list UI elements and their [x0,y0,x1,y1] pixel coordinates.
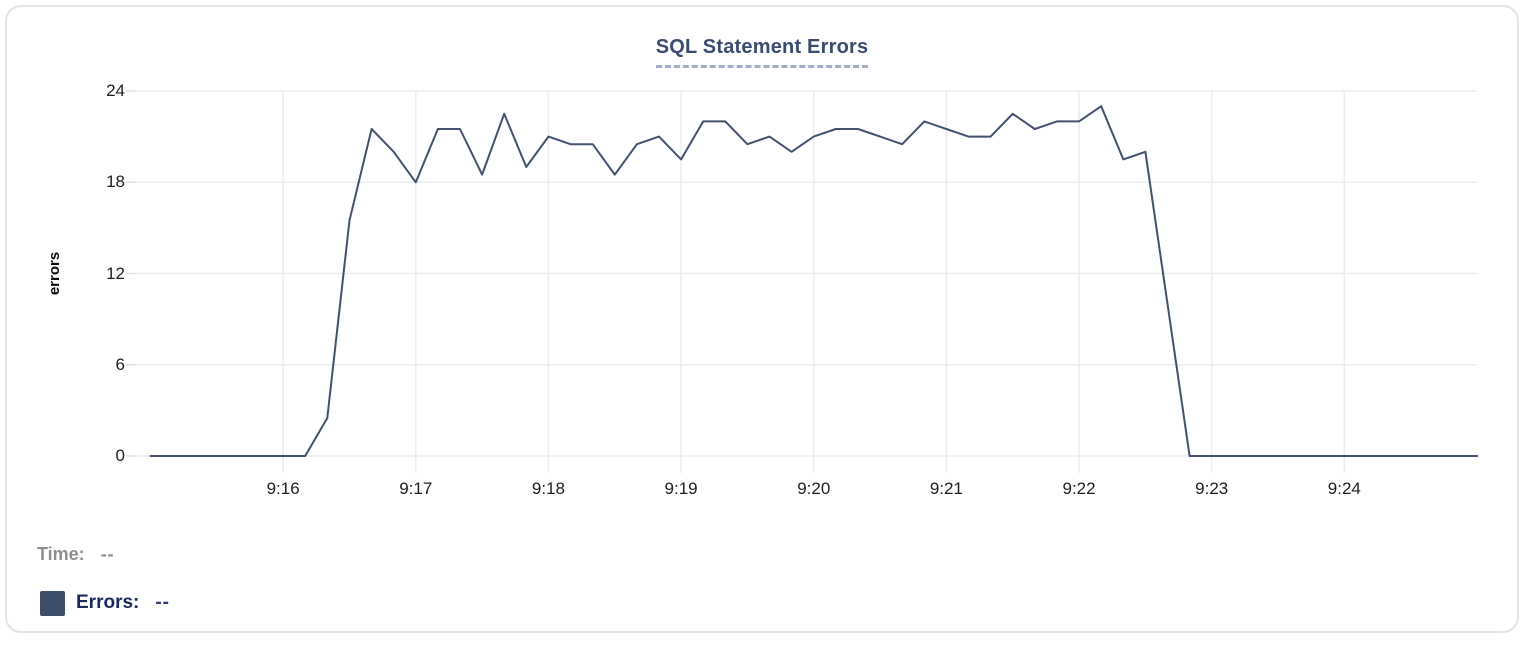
y-axis-title-wrap: errors [43,148,67,398]
time-label: Time: [37,543,85,564]
y-tick-label: 12 [106,263,125,283]
series-line-errors[interactable] [149,105,1478,457]
x-tick-label: 9:20 [797,479,831,498]
errors-series-swatch [40,590,65,616]
x-tick-label: 9:19 [664,479,698,498]
time-value: -- [100,543,115,564]
hover-readout-time: Time: -- [37,541,115,567]
x-tick-label: 9:23 [1195,479,1229,498]
y-tick-label: 24 [106,81,125,100]
legend-errors[interactable]: Errors: -- [40,589,170,617]
y-tick-label: 18 [106,172,125,192]
x-tick-label: 9:17 [399,479,433,498]
x-tick-label: 9:18 [531,479,565,498]
y-axis-title: errors [46,251,64,295]
line-chart[interactable] [7,7,1528,659]
x-tick-label: 9:21 [929,479,963,498]
x-tick-label: 9:24 [1327,479,1361,498]
x-tick-label: 9:22 [1062,479,1096,498]
errors-label: Errors: [76,592,140,613]
chart-header: SQL Statement Errors [7,36,1517,68]
y-tick-label: 6 [115,354,125,374]
chart-title[interactable]: SQL Statement Errors [655,36,869,68]
y-tick-label: 0 [115,446,125,465]
chart-card: SQL Statement Errors 0 6 12 18 24 9:16 9:17 9:… [5,5,1519,633]
errors-value: -- [155,592,171,613]
x-tick-label: 9:16 [266,479,300,498]
